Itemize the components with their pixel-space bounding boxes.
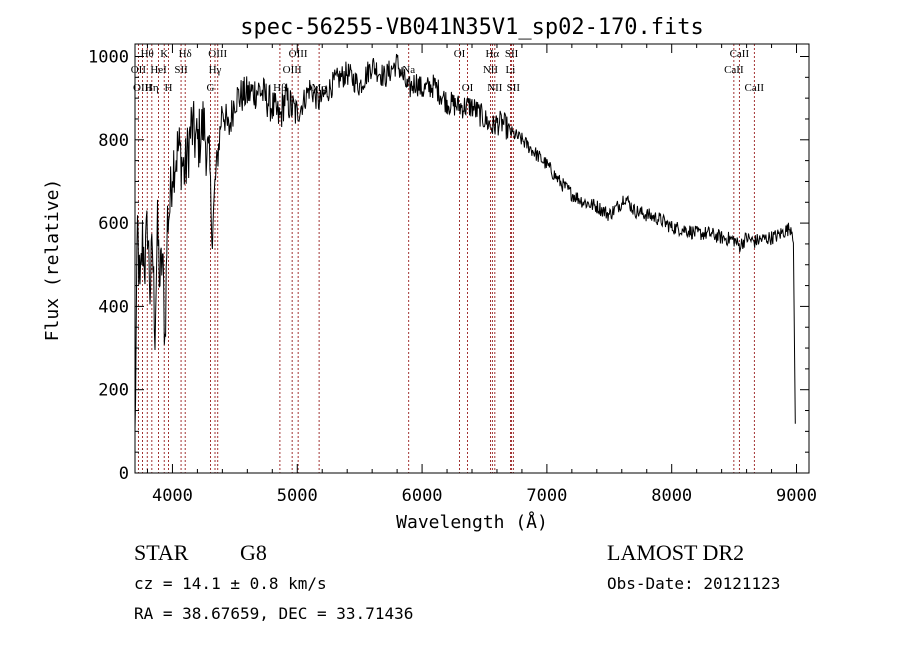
line-label-Na: Na <box>402 64 415 76</box>
x-axis: 4000 5000 6000 7000 8000 9000 <box>146 44 817 506</box>
redshift-velocity: cz = 14.1 ± 0.8 km/s <box>134 574 327 593</box>
line-label-SII: SII <box>507 82 521 94</box>
line-label-CaII: CaII <box>730 48 750 60</box>
y-tick-label: 0 <box>119 464 129 484</box>
line-label-HeI: HeI <box>150 64 167 76</box>
y-tick-label: 200 <box>98 381 129 401</box>
y-tick-label: 600 <box>98 214 129 234</box>
line-label-H: H <box>164 82 172 94</box>
line-label-Li: Li <box>506 64 516 76</box>
line-label-OIII: OIII <box>289 48 308 60</box>
line-label-K: K <box>160 48 168 60</box>
y-axis-label: Flux (relative) <box>42 179 63 342</box>
line-label-NII: NII <box>483 64 499 76</box>
line-label-Hη: Hη <box>145 82 159 94</box>
x-tick-label: 8000 <box>651 486 692 506</box>
line-label-Hβ: Hβ <box>273 82 287 94</box>
line-label-Hδ: Hδ <box>179 48 192 60</box>
x-tick-label: 6000 <box>402 486 443 506</box>
line-label-G: G <box>207 82 215 94</box>
chart-title: spec-56255-VB041N35V1_sp02-170.fits <box>240 15 704 40</box>
x-tick-label: 4000 <box>152 486 193 506</box>
line-label-NII: NII <box>487 82 503 94</box>
line-label-OIII: OIII <box>208 48 227 60</box>
x-tick-label: 9000 <box>776 486 817 506</box>
line-label-SII: SII <box>505 48 519 60</box>
object-subclass: G8 <box>240 540 267 565</box>
y-axis: 0 200 400 600 800 1000 <box>88 47 809 484</box>
line-label-OII: OII <box>131 64 147 76</box>
y-tick-label: 400 <box>98 297 129 317</box>
line-label-Hγ: Hγ <box>209 64 222 76</box>
x-tick-label: 5000 <box>277 486 318 506</box>
x-axis-label: Wavelength (Å) <box>396 511 548 533</box>
sky-coordinates: RA = 38.67659, DEC = 33.71436 <box>134 604 414 623</box>
y-tick-label: 1000 <box>88 47 129 67</box>
object-class: STAR <box>134 540 189 565</box>
spectrum-line <box>134 53 796 430</box>
survey-name: LAMOST DR2 <box>607 540 745 565</box>
line-label-SII: SII <box>174 64 188 76</box>
emission-line-markers <box>137 44 755 473</box>
line-label-CaII: CaII <box>745 82 765 94</box>
line-label-CaII: CaII <box>724 64 744 76</box>
observation-date: Obs-Date: 20121123 <box>607 574 781 593</box>
line-label-Hα: Hα <box>485 48 499 60</box>
x-tick-label: 7000 <box>526 486 567 506</box>
line-label-Mg: Mg <box>311 82 327 94</box>
line-label-OI: OI <box>454 48 466 60</box>
line-label-OIII: OIII <box>283 64 302 76</box>
y-tick-label: 800 <box>98 131 129 151</box>
line-label-OIII: OIII <box>133 82 152 94</box>
line-label-OI: OI <box>462 82 474 94</box>
line-label-Hθ: Hθ <box>141 48 154 60</box>
